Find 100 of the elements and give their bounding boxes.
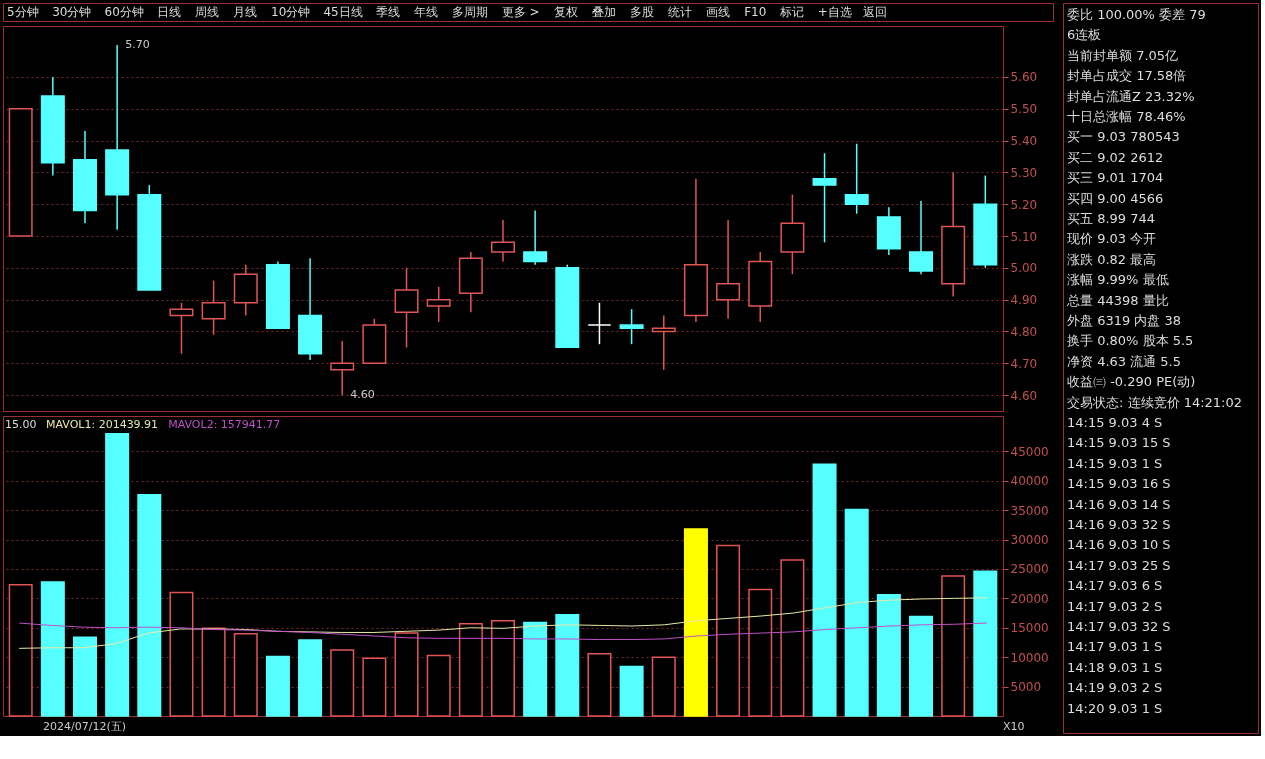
candlestick xyxy=(491,219,515,263)
bar xyxy=(812,463,837,717)
text: 封单占流通Z 23.32% xyxy=(1067,88,1195,104)
candlestick xyxy=(426,286,451,323)
text: 涨跌 0.82 最高 xyxy=(1067,251,1157,267)
text: 14:16 9.03 10 S xyxy=(1067,537,1171,553)
text: 5分钟 xyxy=(7,5,39,19)
text: 14:20 9.03 1 S xyxy=(1067,700,1163,716)
y-tick-label: 4.80 xyxy=(1010,324,1038,339)
text: 日线 xyxy=(157,5,181,19)
text: 交易状态: 连续竞价 14:21:02 xyxy=(1067,394,1243,410)
text: 14:17 9.03 1 S xyxy=(1067,639,1163,655)
candlestick xyxy=(523,209,548,266)
candlestick xyxy=(394,267,419,349)
text: 返回 xyxy=(863,5,887,19)
text: 2024/07/12(五) xyxy=(43,720,126,733)
text: 14:15 9.03 15 S xyxy=(1067,435,1171,451)
text: 更多 > xyxy=(501,5,540,19)
text: X10 xyxy=(1003,720,1025,733)
y-tick-label: 5.00 xyxy=(1010,261,1038,276)
y-tick-label: 5.10 xyxy=(1010,229,1038,244)
bar xyxy=(716,544,741,717)
text: MAVOL1: 201439.91 xyxy=(46,418,159,431)
text: 封单占成交 17.58倍 xyxy=(1067,68,1187,84)
candlestick xyxy=(844,142,869,215)
text: 10分钟 xyxy=(271,5,311,19)
text: 30分钟 xyxy=(52,5,92,19)
annotation: 4.60 xyxy=(350,388,375,402)
y-tick-label: 30000 xyxy=(1010,533,1049,548)
bar xyxy=(973,570,998,717)
y-tick-label: 15000 xyxy=(1010,621,1049,636)
line-series xyxy=(18,597,988,649)
bar xyxy=(780,559,805,717)
text: 委比 100.00% 委差 79 xyxy=(1067,7,1206,22)
bar xyxy=(491,619,515,717)
candlestick xyxy=(619,308,644,345)
bar xyxy=(169,591,194,717)
text: 复权 xyxy=(554,5,579,19)
text: 14:16 9.03 14 S xyxy=(1067,496,1171,512)
bar xyxy=(362,657,387,717)
bar xyxy=(105,432,130,717)
bar xyxy=(298,639,323,717)
text: 14:17 9.03 2 S xyxy=(1067,598,1163,614)
text: 14:17 9.03 6 S xyxy=(1067,578,1163,594)
bar xyxy=(458,622,483,717)
bar xyxy=(40,581,65,717)
bar xyxy=(265,655,290,717)
text: 换手 0.80% 股本 5.5 xyxy=(1067,333,1194,349)
y-tick-label: 5000 xyxy=(1010,680,1042,695)
text: 60分钟 xyxy=(104,5,144,19)
text: 45日线 xyxy=(323,5,363,19)
text: 总量 44398 量比 xyxy=(1066,292,1169,308)
bar xyxy=(651,656,676,717)
text: 月线 xyxy=(233,5,257,19)
y-tick-label: 5.60 xyxy=(1010,70,1038,85)
text: 净资 4.63 流通 5.5 xyxy=(1067,353,1182,369)
text: 收益㈢ -0.290 PE(动) xyxy=(1067,374,1196,390)
bar xyxy=(394,632,419,717)
y-tick-label: 10000 xyxy=(1010,650,1049,665)
bar xyxy=(137,494,162,717)
line-series xyxy=(18,622,988,641)
y-tick-label: 45000 xyxy=(1010,444,1049,459)
text: 涨幅 9.99% 最低 xyxy=(1067,272,1169,288)
text: 多周期 xyxy=(451,5,488,19)
bar xyxy=(619,665,644,717)
y-tick-label: 4.70 xyxy=(1010,356,1038,371)
bar xyxy=(72,636,97,717)
bar xyxy=(555,614,580,717)
y-tick-label: 5.30 xyxy=(1010,165,1038,180)
text: 买二 9.02 2612 xyxy=(1067,149,1164,165)
candlestick xyxy=(169,302,194,355)
text: 14:15 9.03 16 S xyxy=(1067,476,1171,492)
bar xyxy=(748,588,773,717)
y-tick-label: 20000 xyxy=(1010,591,1049,606)
text: 买三 9.01 1704 xyxy=(1067,170,1164,186)
annotation: 15.00 xyxy=(5,418,37,431)
text: 14:17 9.03 25 S xyxy=(1067,557,1171,573)
text: F10 xyxy=(744,5,767,19)
y-tick-label: 4.90 xyxy=(1010,293,1038,308)
text: 14:15 9.03 1 S xyxy=(1067,455,1163,471)
bar xyxy=(683,528,708,717)
y-tick-label: 25000 xyxy=(1010,562,1049,577)
text: 买四 9.00 4566 xyxy=(1067,190,1164,206)
text: 14:18 9.03 1 S xyxy=(1067,659,1163,675)
text: 买一 9.03 780543 xyxy=(1067,129,1180,145)
text: 标记 xyxy=(778,5,804,19)
text: 画线 xyxy=(706,5,731,19)
bar xyxy=(587,652,612,717)
bar xyxy=(941,575,966,717)
annotation: 5.70 xyxy=(125,38,150,52)
text: 6连板 xyxy=(1067,27,1102,43)
y-tick-label: 5.40 xyxy=(1010,134,1038,149)
text: 年线 xyxy=(413,5,438,19)
text: 叠加 xyxy=(592,5,617,19)
bar xyxy=(426,654,451,717)
text: 当前封单额 7.05亿 xyxy=(1067,47,1179,63)
text: 多股 xyxy=(630,5,655,19)
text: 外盘 6319 内盘 38 xyxy=(1067,313,1182,328)
candlestick xyxy=(812,152,837,244)
text: 现价 9.03 今开 xyxy=(1067,231,1157,247)
